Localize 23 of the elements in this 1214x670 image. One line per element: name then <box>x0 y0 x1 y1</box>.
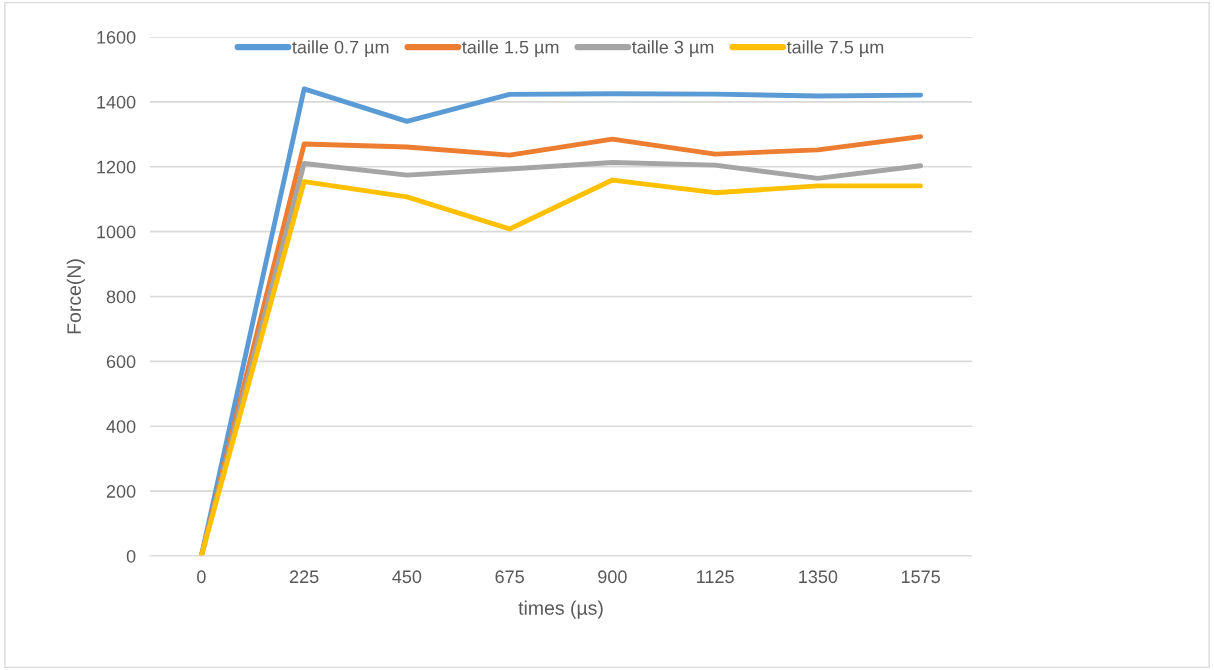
x-tick-label: 1350 <box>799 570 838 584</box>
y-tick-label: 0 <box>126 549 136 563</box>
legend-label: taille 3 µm <box>632 40 714 58</box>
x-tick-label: 0 <box>197 570 206 584</box>
x-axis-title: times (µs) <box>518 600 603 619</box>
legend-label: taille 1.5 µm <box>462 40 559 58</box>
legend-label: taille 7.5 µm <box>786 40 884 58</box>
y-axis-title: Force(N) <box>66 259 85 334</box>
y-tick-label: 800 <box>106 290 136 304</box>
legend-label: taille 0.7 µm <box>292 40 389 58</box>
y-tick-label: 600 <box>106 355 136 369</box>
y-tick-label: 200 <box>106 485 136 498</box>
x-tick-label: 675 <box>495 570 524 584</box>
x-tick-label: 1125 <box>697 570 734 584</box>
x-tick-label: 900 <box>598 570 627 584</box>
x-tick-label: 450 <box>392 570 422 584</box>
y-tick-label: 1200 <box>97 160 136 174</box>
y-tick-label: 1400 <box>97 95 136 109</box>
y-tick-label: 1600 <box>97 30 136 44</box>
x-tick-label: 225 <box>289 570 319 584</box>
y-tick-label: 400 <box>106 420 136 433</box>
y-tick-label: 1000 <box>97 225 136 239</box>
x-tick-label: 1575 <box>901 570 940 584</box>
